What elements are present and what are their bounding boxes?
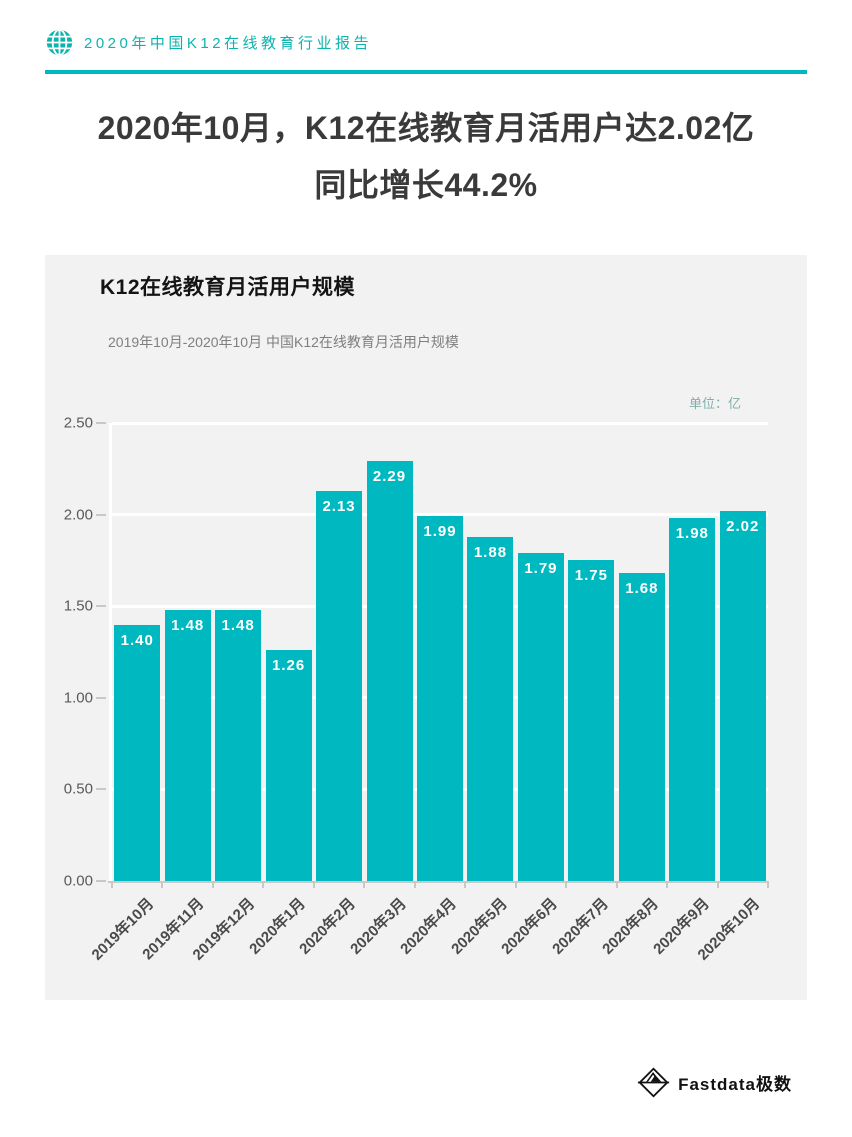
bar: 1.48 xyxy=(164,609,211,881)
header-divider xyxy=(45,70,807,74)
bar: 1.88 xyxy=(467,536,514,881)
y-tick-label: 1.00 xyxy=(63,689,93,707)
iceberg-diamond-icon xyxy=(637,1066,670,1099)
page-title-line2: 同比增长44.2% xyxy=(314,167,538,203)
brand-name: Fastdata极数 xyxy=(678,1075,792,1094)
x-axis-tick xyxy=(565,881,568,888)
y-axis-tick xyxy=(96,696,106,699)
y-tick-label: 2.50 xyxy=(63,414,93,432)
x-axis-line xyxy=(108,881,768,883)
page-title-line1: 2020年10月，K12在线教育月活用户达2.02亿 xyxy=(97,110,755,146)
bar: 1.26 xyxy=(265,650,312,881)
y-axis-line xyxy=(109,423,112,881)
x-axis-tick xyxy=(464,881,467,888)
bar-value-label: 1.68 xyxy=(625,580,659,598)
bar-value-label: 1.26 xyxy=(272,657,306,675)
y-tick-label: 0.50 xyxy=(63,780,93,798)
globe-icon xyxy=(45,28,74,57)
y-axis-tick xyxy=(96,880,106,882)
bar-value-label: 1.79 xyxy=(524,560,558,578)
y-axis-tick xyxy=(96,422,106,424)
x-axis-tick xyxy=(111,881,113,888)
y-tick-label: 1.50 xyxy=(63,597,93,615)
y-axis-tick xyxy=(96,605,106,608)
brand-footer: Fastdata极数 xyxy=(637,1066,792,1099)
y-tick-label: 2.00 xyxy=(63,506,93,524)
bar-value-label: 1.48 xyxy=(171,616,205,634)
bar-value-label: 2.13 xyxy=(322,497,356,515)
bar: 2.02 xyxy=(719,510,766,881)
x-axis-tick xyxy=(767,881,769,888)
bar: 1.75 xyxy=(568,560,615,881)
x-axis-tick xyxy=(716,881,719,888)
bar-value-label: 1.40 xyxy=(120,631,154,649)
bar: 1.79 xyxy=(517,553,564,881)
unit-label: 单位：亿 xyxy=(688,396,741,411)
report-title: 2020年中国K12在线教育行业报告 xyxy=(84,35,373,52)
y-tick-label: 0.00 xyxy=(63,872,93,890)
x-axis-tick xyxy=(363,881,366,888)
x-axis-tick xyxy=(615,881,618,888)
plot-area: 0.00 0.50 1.00 1.50 2.00 2.50 1.40 2019年10月 1.48… xyxy=(64,415,769,964)
page-header: 2020年中国K12在线教育行业报告 xyxy=(45,28,372,57)
bar-value-label: 2.29 xyxy=(372,468,407,486)
bar: 1.40 xyxy=(114,624,161,881)
bar-value-label: 1.48 xyxy=(221,616,255,634)
bar: 2.13 xyxy=(316,490,363,881)
bar-value-label: 1.88 xyxy=(473,543,508,561)
x-axis-tick xyxy=(211,881,214,888)
x-axis-tick xyxy=(666,881,669,888)
y-axis-tick xyxy=(96,513,106,516)
bar-value-label: 1.98 xyxy=(675,525,709,543)
bar: 1.99 xyxy=(417,516,463,881)
bar-value-label: 1.99 xyxy=(423,523,457,541)
bar-value-label: 2.02 xyxy=(726,517,760,535)
gridline xyxy=(112,421,768,425)
x-axis-tick xyxy=(514,881,517,888)
page-title: 2020年10月，K12在线教育月活用户达2.02亿 同比增长44.2% xyxy=(0,100,852,214)
bar-value-label: 1.75 xyxy=(574,567,608,585)
gridline xyxy=(112,513,768,517)
chart-panel: K12在线教育月活用户规模 2019年10月-2020年10月 中国K12在线教… xyxy=(45,255,807,1000)
bar: 1.48 xyxy=(215,609,262,881)
bar: 2.29 xyxy=(366,461,413,881)
y-axis-tick xyxy=(96,788,106,791)
chart-subtitle: 2019年10月-2020年10月 中国K12在线教育月活用户规模 xyxy=(108,334,459,350)
x-axis-tick xyxy=(312,881,315,888)
bar: 1.98 xyxy=(669,518,716,881)
bar: 1.68 xyxy=(618,573,665,881)
x-axis-tick xyxy=(413,881,416,888)
x-axis-tick xyxy=(161,881,164,888)
chart-title: K12在线教育月活用户规模 xyxy=(100,276,356,299)
x-axis-tick xyxy=(262,881,265,888)
